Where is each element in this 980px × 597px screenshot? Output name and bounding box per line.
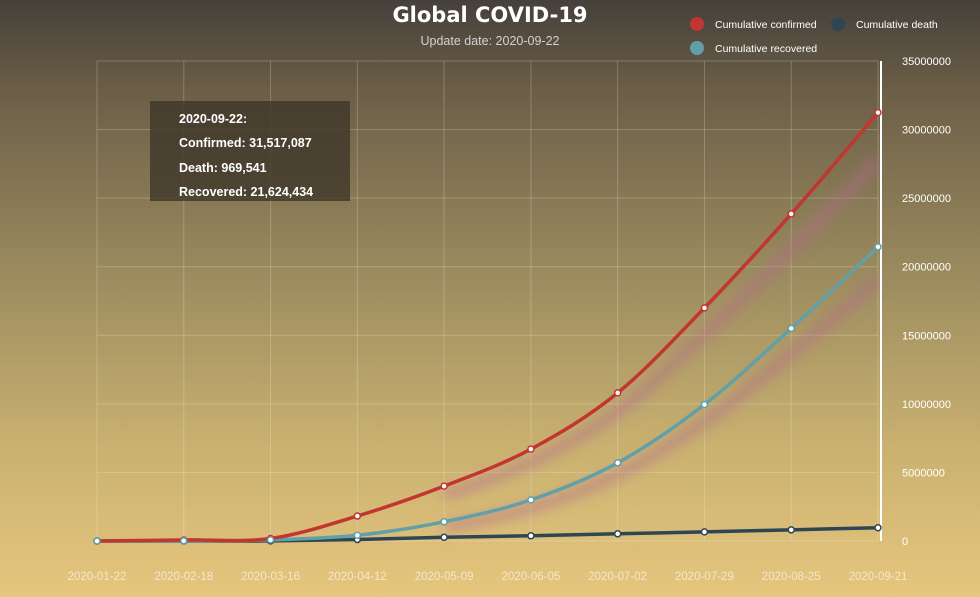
ripple-trail-0: [442, 155, 882, 501]
x-tick-label-7: 2020-07-29: [675, 571, 734, 583]
legend-marker-death: [831, 17, 845, 31]
x-tick-label-2: 2020-03-16: [241, 571, 300, 583]
data-point-s2-0[interactable]: [93, 537, 101, 545]
x-axis-tick-labels: 2020-01-22 2020-02-18 2020-03-16 2020-04-12…: [68, 571, 908, 583]
x-tick-label-4: 2020-05-09: [415, 571, 474, 583]
x-tick-label-5: 2020-06-05: [501, 571, 560, 583]
tooltip-date: 2020-09-22:: [179, 112, 248, 126]
legend-label-death: Cumulative death: [856, 19, 938, 31]
y-axis-tick-labels: 0 5000000 10000000 15000000 20000000 25000000…: [902, 56, 951, 548]
data-point-s2-2[interactable]: [266, 536, 275, 544]
data-point-s2-8[interactable]: [787, 324, 795, 333]
chart-title: Global COVID-19: [392, 3, 587, 27]
data-point-s2-4[interactable]: [440, 518, 448, 526]
y-tick-label-2: 10000000: [902, 399, 951, 411]
x-tick-label-6: 2020-07-02: [588, 571, 647, 583]
legend: Cumulative confirmed Cumulative death Cu…: [690, 17, 938, 55]
ripple-trail-2: [443, 276, 882, 533]
data-point-s0-3[interactable]: [353, 512, 362, 520]
data-point-s1-9[interactable]: [874, 524, 882, 532]
tooltip-death: Death: 969,541: [179, 160, 267, 175]
legend-item-recovered[interactable]: Cumulative recovered: [690, 41, 817, 55]
data-point-s2-3[interactable]: [353, 531, 362, 539]
legend-item-death[interactable]: Cumulative death: [831, 17, 938, 31]
legend-marker-recovered: [690, 41, 704, 55]
series-line-2: [95, 245, 880, 543]
data-points[interactable]: [93, 108, 882, 545]
data-point-s2-1[interactable]: [180, 537, 188, 545]
y-tick-label-4: 20000000: [902, 262, 951, 274]
data-point-s2-9[interactable]: [874, 243, 882, 251]
data-point-s1-4[interactable]: [440, 533, 448, 542]
x-tick-label-9: 2020-09-21: [849, 571, 908, 583]
data-point-s0-7[interactable]: [700, 304, 709, 312]
data-point-s0-6[interactable]: [613, 389, 622, 397]
legend-marker-confirmed: [690, 17, 704, 31]
legend-item-confirmed[interactable]: Cumulative confirmed: [690, 17, 817, 31]
x-tick-label-1: 2020-02-18: [154, 571, 213, 583]
ripple-trails: [442, 155, 882, 533]
x-tick-label-3: 2020-04-12: [328, 571, 387, 583]
data-point-s0-4[interactable]: [440, 482, 448, 490]
y-tick-label-1: 5000000: [902, 467, 945, 479]
tooltip-recovered: Recovered: 21,624,434: [179, 184, 314, 199]
y-tick-label-3: 15000000: [902, 330, 951, 342]
series-lines: [95, 110, 880, 543]
data-point-s2-5[interactable]: [527, 496, 535, 504]
data-point-s2-7[interactable]: [700, 400, 709, 409]
data-point-s1-8[interactable]: [787, 526, 795, 534]
data-point-s0-9[interactable]: [874, 108, 882, 117]
tooltip-confirmed: Confirmed: 31,517,087: [179, 136, 312, 151]
x-tick-label-8: 2020-08-25: [762, 571, 821, 583]
series-line-0: [95, 110, 880, 543]
x-tick-label-0: 2020-01-22: [68, 571, 127, 583]
chart-subtitle: Update date: 2020-09-22: [421, 34, 560, 48]
data-point-s2-6[interactable]: [613, 459, 622, 467]
y-tick-label-5: 25000000: [902, 193, 951, 205]
data-point-s0-8[interactable]: [787, 210, 795, 218]
data-point-s0-5[interactable]: [527, 445, 535, 453]
tooltip: 2020-09-22: Confirmed: 31,517,087 Death:…: [150, 101, 350, 201]
data-point-s1-6[interactable]: [613, 530, 622, 538]
legend-label-confirmed: Cumulative confirmed: [715, 19, 817, 31]
legend-label-recovered: Cumulative recovered: [715, 43, 817, 55]
y-tick-label-6: 30000000: [902, 125, 951, 137]
data-point-s1-7[interactable]: [700, 528, 709, 536]
y-tick-label-7: 35000000: [902, 56, 951, 68]
data-point-s1-5[interactable]: [527, 532, 535, 540]
y-tick-label-0: 0: [902, 536, 908, 548]
